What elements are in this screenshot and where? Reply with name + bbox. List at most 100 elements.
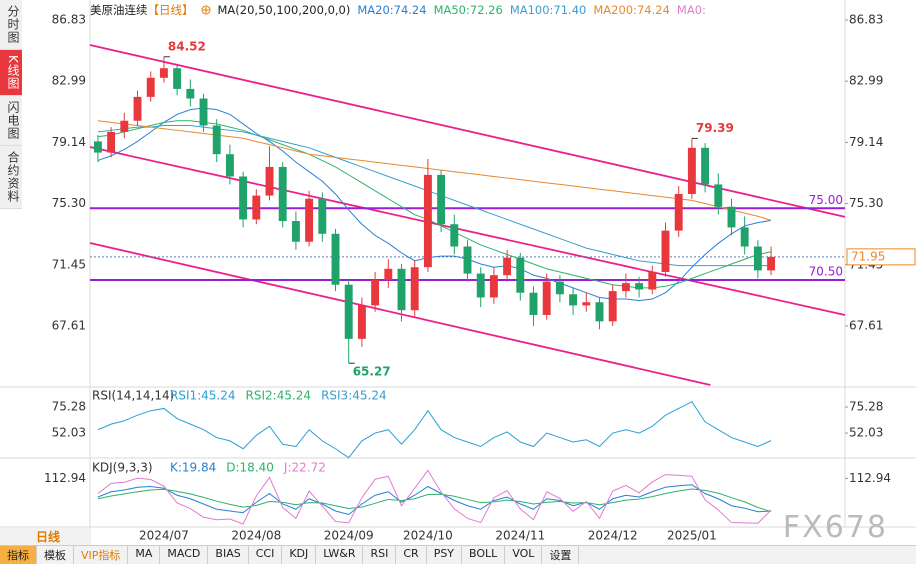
candle-body bbox=[159, 68, 168, 78]
toolbar-button[interactable]: BIAS bbox=[208, 546, 249, 564]
y-tick-label: 52.03 bbox=[849, 426, 883, 440]
y-tick-label: 75.28 bbox=[849, 400, 883, 414]
candle-body bbox=[621, 283, 630, 292]
candle-body bbox=[635, 283, 644, 290]
y-tick-label: 67.61 bbox=[52, 318, 86, 332]
symbol: 美原油连续 bbox=[90, 3, 148, 17]
ma-line bbox=[97, 120, 772, 221]
toolbar-button[interactable]: 指标 bbox=[0, 546, 37, 564]
candle-body bbox=[687, 147, 696, 194]
candle-body bbox=[397, 268, 406, 311]
candle-body bbox=[186, 88, 195, 99]
candle-body bbox=[212, 125, 221, 155]
toolbar-button[interactable]: MA bbox=[128, 546, 161, 564]
tab[interactable]: K线图 bbox=[0, 50, 22, 96]
candle-body bbox=[555, 281, 564, 295]
y-tick-label: 75.30 bbox=[849, 196, 883, 210]
toolbar-button[interactable]: CCI bbox=[249, 546, 283, 564]
candle-body bbox=[727, 206, 736, 228]
y-tick-label: 67.61 bbox=[849, 318, 883, 332]
price-tag-label: 71.95 bbox=[851, 249, 885, 263]
legend-entry: MA100:71.40 bbox=[509, 3, 587, 17]
ma-line bbox=[97, 120, 772, 289]
toolbar-button[interactable]: MACD bbox=[160, 546, 209, 564]
price-tag bbox=[846, 248, 916, 266]
toolbar-button[interactable]: 设置 bbox=[542, 546, 580, 564]
level-label: 70.50 bbox=[809, 264, 843, 278]
panel-title: KDJ(9,3,3) bbox=[92, 461, 153, 475]
candle-body bbox=[252, 195, 261, 220]
legend-entry: MA50:72.26 bbox=[433, 3, 503, 17]
candle-body bbox=[489, 275, 498, 298]
period-button[interactable]: 日线 bbox=[0, 528, 90, 545]
candle-body bbox=[146, 77, 155, 97]
candle-body bbox=[384, 268, 393, 280]
tab[interactable]: 分时图 bbox=[0, 0, 22, 50]
candle-body bbox=[199, 98, 208, 126]
candle-body bbox=[648, 271, 657, 290]
toolbar-button[interactable]: LW&R bbox=[316, 546, 364, 564]
candle-body bbox=[740, 227, 749, 247]
indicator-line bbox=[97, 401, 772, 459]
extreme-label: 79.39 bbox=[696, 121, 734, 135]
y-tick-label: 112.94 bbox=[849, 471, 891, 485]
watermark: FX678 bbox=[782, 510, 888, 545]
y-tick-label: 82.99 bbox=[52, 74, 86, 88]
y-tick-label: 75.28 bbox=[52, 400, 86, 414]
candle-body bbox=[265, 166, 274, 196]
add-icon[interactable] bbox=[201, 5, 211, 15]
tabs: 分时图 K线图 闪电图 合约资料 bbox=[0, 0, 22, 209]
x-tick-label: 2024/09 bbox=[324, 529, 374, 543]
legend-entry: RSI2:45.24 bbox=[246, 389, 312, 403]
toolbar-button[interactable]: VOL bbox=[505, 546, 543, 564]
level-label: 75.00 bbox=[809, 193, 843, 207]
candle-body bbox=[120, 120, 129, 132]
legend-entry: D:18.40 bbox=[226, 461, 274, 475]
y-tick-label: 86.83 bbox=[849, 13, 883, 27]
toolbar: 指标 模板 VIP指标 MA MACD BIAS CCI KDJ LW&R RSI CR PSY BOL… bbox=[0, 545, 916, 564]
candle-body bbox=[753, 246, 762, 271]
legend-entry: K:19.84 bbox=[170, 461, 216, 475]
candle-body bbox=[767, 256, 776, 271]
toolbar-button[interactable]: RSI bbox=[363, 546, 397, 564]
candle-body bbox=[437, 174, 446, 225]
legend-entry: MA0: bbox=[676, 3, 706, 17]
candle-body bbox=[595, 302, 604, 322]
toolbar-button[interactable]: CR bbox=[396, 546, 427, 564]
candle-body bbox=[344, 284, 353, 339]
candle-body bbox=[450, 224, 459, 247]
candle-body bbox=[529, 292, 538, 315]
candle-body bbox=[701, 147, 710, 185]
toolbar-button[interactable]: BOLL bbox=[462, 546, 506, 564]
candle-body bbox=[582, 302, 591, 306]
candle-body bbox=[133, 96, 142, 121]
candle-body bbox=[291, 221, 300, 242]
tab[interactable]: 合约资料 bbox=[0, 145, 22, 209]
x-tick-label: 2024/10 bbox=[403, 529, 453, 543]
y-tick-label: 75.30 bbox=[52, 196, 86, 210]
y-tick-label: 79.14 bbox=[52, 135, 86, 149]
candle-body bbox=[542, 281, 551, 315]
candle-body bbox=[331, 233, 340, 285]
x-tick-label: 2024/11 bbox=[495, 529, 545, 543]
x-tick-label: 2024/12 bbox=[588, 529, 638, 543]
candle-body bbox=[476, 273, 485, 298]
candle-body bbox=[569, 294, 578, 306]
candle-body bbox=[714, 184, 723, 207]
x-tick-label: 2024/08 bbox=[231, 529, 281, 543]
toolbar-button[interactable]: PSY bbox=[427, 546, 463, 564]
legend-entry: RSI3:45.24 bbox=[321, 389, 387, 403]
toolbar-button[interactable]: KDJ bbox=[282, 546, 317, 564]
indicator-line bbox=[97, 488, 772, 513]
toolbar-button[interactable]: VIP指标 bbox=[74, 546, 129, 564]
tab[interactable]: 闪电图 bbox=[0, 95, 22, 146]
candle-body bbox=[674, 193, 683, 231]
y-tick-label: 112.94 bbox=[44, 471, 86, 485]
candle-body bbox=[357, 305, 366, 339]
indicator-line bbox=[97, 469, 772, 525]
candle-body bbox=[503, 257, 512, 276]
x-tick-label: 2024/07 bbox=[139, 529, 189, 543]
toolbar-button[interactable]: 模板 bbox=[37, 546, 74, 564]
